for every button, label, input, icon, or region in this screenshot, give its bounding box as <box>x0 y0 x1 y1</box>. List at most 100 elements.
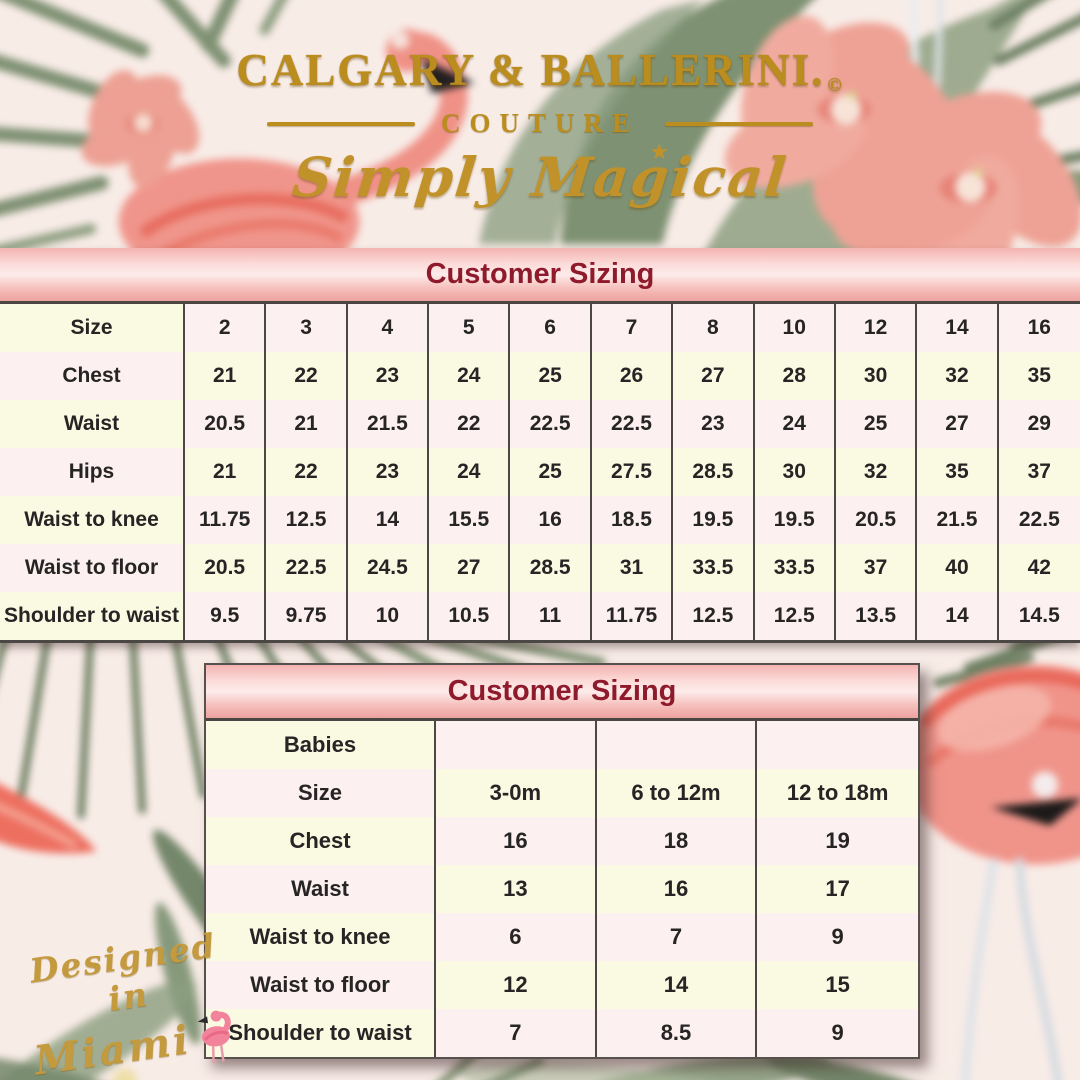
size-value-cell: 15.5 <box>429 496 511 544</box>
size-value-cell: 22.5 <box>998 496 1080 544</box>
main-table-grid: Size 2 3 4 5 6 7 8 10 12 14 16 Chest 21 22 23 24 25 26 27 28… <box>0 304 1080 643</box>
size-value-cell: 11.75 <box>185 496 267 544</box>
size-value-cell: 37 <box>998 448 1080 496</box>
size-value-cell: 30 <box>754 448 836 496</box>
size-value-cell: 27 <box>917 400 999 448</box>
row-label: Waist to knee <box>206 913 436 961</box>
row-label: Waist to floor <box>206 961 436 1009</box>
size-value-cell: 28 <box>754 352 836 400</box>
size-value-cell: 24 <box>429 448 511 496</box>
size-value-cell: 14 <box>917 592 999 640</box>
size-value-cell: 13 <box>436 865 597 913</box>
size-value-cell: 3 <box>266 304 348 352</box>
size-value-cell: 32 <box>917 352 999 400</box>
size-value-cell: 16 <box>998 304 1080 352</box>
size-value-cell: 42 <box>998 544 1080 592</box>
size-value-cell: 12.5 <box>673 592 755 640</box>
row-label: Shoulder to waist <box>0 592 185 640</box>
size-value-cell: 23 <box>673 400 755 448</box>
main-table-row: Waist to knee 11.75 12.5 14 15.5 16 18.5 19.5 19… <box>0 496 1080 544</box>
brand-tagline: Simply Magical <box>289 145 791 209</box>
main-table-row: Chest 21 22 23 24 25 26 27 28 30 32 35 <box>0 352 1080 400</box>
size-value-cell: 14 <box>917 304 999 352</box>
right-rule <box>665 121 813 126</box>
size-value-cell: 12 <box>436 961 597 1009</box>
size-value-cell: 22 <box>266 448 348 496</box>
size-value-cell: 17 <box>757 865 918 913</box>
row-label: Waist <box>0 400 185 448</box>
babies-table-row: Waist to floor 12 14 15 <box>206 961 918 1009</box>
size-value-cell: 32 <box>835 448 918 496</box>
size-value-cell: 24 <box>754 400 836 448</box>
main-table-row: Size 2 3 4 5 6 7 8 10 12 14 16 <box>0 304 1080 352</box>
size-value-cell: 2 <box>185 304 267 352</box>
size-value-cell: 25 <box>835 400 918 448</box>
size-value-cell: 19.5 <box>754 496 836 544</box>
size-value-cell: 27 <box>673 352 755 400</box>
row-label: Waist <box>206 865 436 913</box>
size-value-cell: 13.5 <box>835 592 918 640</box>
customer-sizing-table-babies: Customer Sizing Babies Size 3-0m 6 to 12m 12… <box>204 663 920 1059</box>
size-value-cell: 19 <box>757 817 918 865</box>
babies-table-row: Size 3-0m 6 to 12m 12 to 18m <box>206 769 918 817</box>
main-table-row: Shoulder to waist 9.5 9.75 10 10.5 11 11.75 12.… <box>0 592 1080 640</box>
main-table-row: Waist 20.5 21 21.5 22 22.5 22.5 23 24 25 27 29 <box>0 400 1080 448</box>
size-value-cell: 21.5 <box>917 496 999 544</box>
row-label: Hips <box>0 448 185 496</box>
brand-subtitle-row: COUTURE <box>0 108 1080 139</box>
size-value-cell: 25 <box>510 352 592 400</box>
row-label: Size <box>0 304 185 352</box>
babies-table-title: Customer Sizing <box>206 665 918 721</box>
size-value-cell: 16 <box>510 496 592 544</box>
size-value-cell: 27.5 <box>591 448 674 496</box>
size-value-cell: 12.5 <box>266 496 348 544</box>
babies-table-row: Babies <box>206 721 918 769</box>
size-value-cell: 28.5 <box>510 544 592 592</box>
size-value-cell: 18 <box>596 817 758 865</box>
size-value-cell: 12.5 <box>754 592 836 640</box>
size-value-cell: 11 <box>510 592 592 640</box>
size-value-cell: 22.5 <box>591 400 674 448</box>
size-value-cell: 22 <box>429 400 511 448</box>
size-value-cell: 20.5 <box>185 544 267 592</box>
size-value-cell: 6 <box>510 304 592 352</box>
size-value-cell: 33.5 <box>673 544 755 592</box>
size-value-cell: 35 <box>917 448 999 496</box>
row-label: Size <box>206 769 436 817</box>
size-value-cell: 12 <box>835 304 918 352</box>
size-value-cell: 9.75 <box>266 592 348 640</box>
size-value-cell: 24 <box>429 352 511 400</box>
size-value-cell: 35 <box>998 352 1080 400</box>
size-value-cell: 10 <box>754 304 836 352</box>
size-value-cell: 21 <box>185 448 267 496</box>
babies-table-grid: Babies Size 3-0m 6 to 12m 12 to 18m Chest 16 18… <box>206 721 918 1057</box>
size-value-cell: 22.5 <box>266 544 348 592</box>
size-value-cell: 25 <box>510 448 592 496</box>
size-value-cell: 6 to 12m <box>596 769 758 817</box>
size-value-cell: 26 <box>591 352 674 400</box>
size-value-cell: 33.5 <box>754 544 836 592</box>
babies-table-row: Waist to knee 6 7 9 <box>206 913 918 961</box>
row-label: Waist to knee <box>0 496 185 544</box>
brand-name: CALGARY & BALLERINI. <box>236 45 825 95</box>
brand-name-line: CALGARY & BALLERINI. © <box>0 44 1080 96</box>
size-value-cell: 9.5 <box>185 592 267 640</box>
size-value-cell: 4 <box>347 304 430 352</box>
brand-subtitle: COUTURE <box>440 108 639 138</box>
size-value-cell: 23 <box>347 352 430 400</box>
size-value-cell: 14 <box>596 961 758 1009</box>
babies-table-row: Shoulder to waist 7 8.5 9 <box>206 1009 918 1057</box>
size-value-cell: 30 <box>835 352 918 400</box>
size-value-cell: 37 <box>835 544 918 592</box>
size-value-cell: 8.5 <box>596 1009 758 1057</box>
babies-table-row: Chest 16 18 19 <box>206 817 918 865</box>
babies-table-row: Waist 13 16 17 <box>206 865 918 913</box>
size-value-cell: 10 <box>347 592 430 640</box>
row-label: Shoulder to waist <box>206 1009 436 1057</box>
size-value-cell: 16 <box>436 817 597 865</box>
size-value-cell <box>436 721 597 769</box>
row-label: Chest <box>0 352 185 400</box>
size-value-cell: 21 <box>185 352 267 400</box>
signature-line-2: Miami <box>13 1001 259 1080</box>
